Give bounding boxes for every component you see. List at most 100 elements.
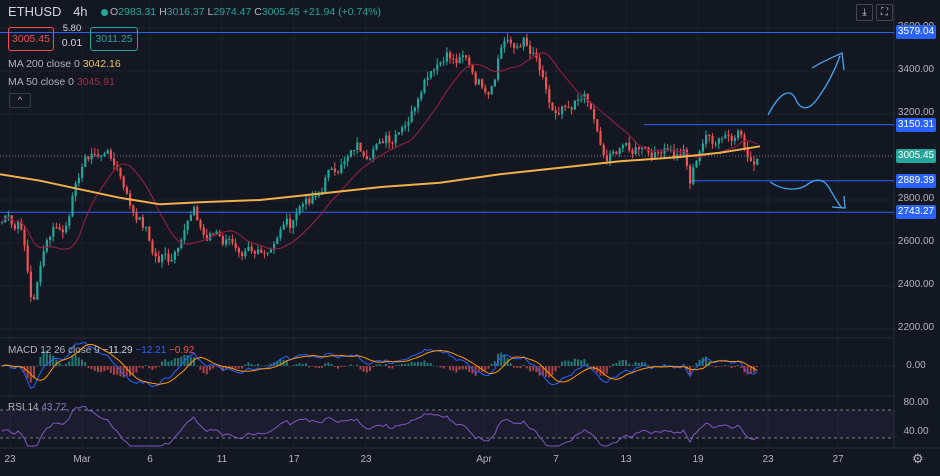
candle-body [212, 233, 215, 235]
candle-body [84, 156, 87, 167]
level-tag-2889[interactable]: 2889.39 [896, 174, 936, 188]
candle-body [369, 158, 372, 160]
candle-body [637, 147, 640, 150]
candle-body [148, 226, 151, 241]
level-tag-3579[interactable]: 3579.04 [896, 25, 936, 39]
candle-body [660, 152, 663, 154]
download-icon[interactable]: ⤓ [856, 4, 873, 21]
macd-hist-bar [455, 366, 458, 373]
macd-hist-bar [522, 364, 525, 366]
candle-body [29, 271, 32, 298]
candle-body [170, 259, 173, 262]
macd-hist-bar [7, 365, 10, 367]
macd-hist-bar [221, 366, 224, 371]
candle-body [519, 46, 522, 48]
interval-label[interactable]: 4h [73, 4, 88, 19]
candle-body [506, 39, 509, 42]
macd-hist-bar [695, 363, 698, 366]
macd-hist-bar [621, 359, 624, 366]
rsi-line [1, 405, 758, 447]
macd-hist-bar [724, 364, 727, 366]
candle-body [445, 52, 448, 62]
candle-body [452, 58, 455, 60]
macd-hist-bar [84, 362, 87, 366]
candle-body [301, 204, 304, 207]
candle-body [215, 231, 218, 234]
candle-body [612, 151, 615, 154]
macd-signal-line [1, 344, 758, 385]
candle-body [650, 152, 653, 159]
candle-body [679, 154, 682, 157]
symbol-header[interactable]: ETHUSD 4h [8, 4, 109, 19]
ma50-legend[interactable]: MA 50 close 0 3045.91 [8, 76, 115, 88]
candle-body [401, 127, 404, 133]
high-label: H [159, 6, 167, 18]
collapse-legend-button[interactable]: ^ [9, 93, 31, 108]
horizontal-level-lines[interactable] [0, 32, 894, 213]
candle-body [266, 252, 269, 254]
spread-readout: 5.80 0.01 [58, 22, 86, 50]
macd-hist-bar [391, 366, 394, 369]
candle-body [138, 217, 141, 220]
candle-body [378, 141, 381, 144]
candle-body [113, 158, 116, 166]
projection-arrow-down[interactable] [769, 179, 846, 209]
candle-body [516, 46, 519, 48]
macd-hist-bar [449, 366, 451, 371]
candle-body [682, 149, 685, 157]
macd-hist-bar [61, 365, 64, 366]
macd-hist-bar [484, 366, 487, 371]
time-axis-label: 19 [692, 454, 704, 465]
macd-hist-bar [711, 366, 714, 367]
candle-body [474, 72, 477, 85]
macd-hist-bar [321, 366, 323, 368]
macd-hist-bar [324, 363, 327, 366]
macd-hist-bar [705, 356, 707, 366]
candle-body [429, 70, 432, 78]
candle-body [7, 215, 10, 217]
level-tag-2743[interactable]: 2743.27 [896, 205, 936, 219]
candle-body [305, 198, 308, 205]
candle-body [276, 237, 279, 244]
candle-body [132, 205, 135, 213]
ma200-legend[interactable]: MA 200 close 0 3042.16 [8, 58, 121, 70]
macd-hist-bar [631, 364, 634, 366]
macd-legend[interactable]: MACD 12 26 close 9 −11.29 −12.21 −0.92 [8, 345, 194, 356]
macd-hist-bar [285, 360, 288, 366]
fullscreen-icon[interactable]: ⛶ [876, 4, 893, 21]
gear-icon[interactable]: ⚙ [912, 451, 924, 466]
macd-hist-bar [385, 363, 387, 366]
macd-hist-bar [263, 365, 266, 367]
sell-button[interactable]: 3005.45 [8, 27, 54, 51]
macd-hist-bar [420, 362, 423, 366]
macd-hist-bar [394, 365, 397, 366]
candle-body [481, 79, 484, 88]
macd-hist-bar [439, 366, 442, 368]
candle-body [253, 251, 256, 254]
candle-body [61, 229, 64, 233]
buy-button[interactable]: 3011.25 [90, 27, 138, 51]
candle-body [103, 153, 106, 156]
macd-hist-bar [637, 363, 640, 366]
macd-hist-bar [612, 363, 615, 366]
macd-hist-bar [583, 359, 586, 366]
projection-arrow-up[interactable] [767, 52, 845, 116]
macd-hist-bar [164, 359, 167, 366]
candle-body [564, 106, 567, 108]
candle-body [471, 65, 474, 73]
candle-body [439, 62, 442, 65]
candle-body [349, 150, 352, 157]
rsi-pane [0, 405, 894, 447]
macd-hist-bar [509, 363, 512, 366]
rsi-legend[interactable]: RSI 14 43.72 [8, 402, 66, 413]
level-tag-3150[interactable]: 3150.31 [896, 118, 936, 132]
macd-hist-bar [746, 366, 749, 375]
candle-body [90, 153, 93, 160]
candle-body [228, 238, 231, 240]
candle-body [673, 150, 676, 157]
symbol-name[interactable]: ETHUSD [8, 4, 62, 19]
candle-body [573, 100, 576, 110]
macd-hist-bar [561, 361, 563, 366]
candle-body [618, 148, 621, 154]
